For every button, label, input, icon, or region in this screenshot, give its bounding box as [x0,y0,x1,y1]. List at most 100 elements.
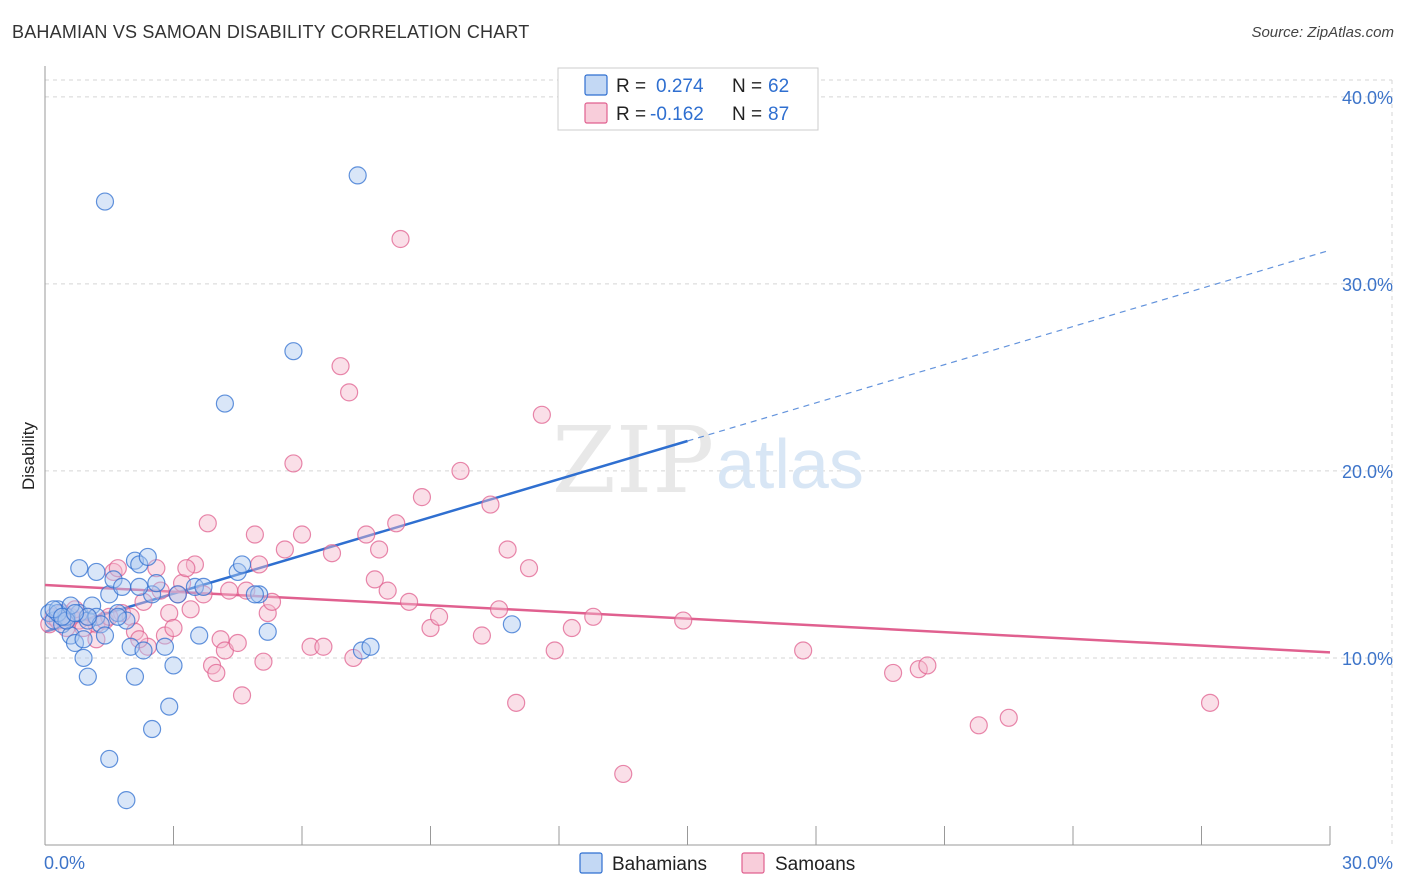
point-bahamian [215,394,234,413]
point-bahamian [65,603,85,623]
watermark-zip: ZIP [552,407,714,514]
point-samoan [794,641,813,660]
point-bahamian [361,637,380,656]
legend-swatch-bahamians [584,74,608,96]
point-bahamian [74,648,93,668]
point-bahamian [138,547,157,567]
point-bahamian [112,577,132,596]
point-samoan [498,540,517,559]
legend-swatch-samoans [584,102,608,124]
y-tick-label: 20.0% [1342,462,1393,482]
bottom-legend: Bahamians Samoans [579,852,855,875]
legend-r-value: -0.162 [650,104,704,125]
point-samoan [545,641,564,660]
bottom-legend-swatch-samoans [741,852,765,874]
y-tick-label: 40.0% [1342,88,1393,108]
point-samoan [357,525,376,544]
legend-r-value: 0.274 [656,76,704,97]
point-bahamian [168,585,187,604]
point-samoan [220,581,239,600]
point-bahamian [232,555,252,574]
point-samoan [232,686,252,705]
point-samoan [275,540,294,559]
point-bahamian [87,562,106,582]
point-bahamian [142,719,162,739]
point-bahamian [134,641,153,660]
point-samoan [918,656,937,675]
point-bahamian [125,667,145,686]
point-bahamian [70,559,89,578]
point-samoan [472,626,491,645]
chart-title: BAHAMIAN VS SAMOAN DISABILITY CORRELATIO… [12,22,530,42]
point-samoan [301,637,320,656]
point-samoan [340,383,359,402]
point-bahamian [117,791,136,810]
point-samoan [160,603,179,623]
axes: Disability 10.0% 20.0% 30.0% 40.0% 0.0% 30.0% [19,66,1393,873]
point-bahamian [190,626,209,645]
point-samoan [258,603,277,623]
bottom-legend-label-samoans: Samoans [775,854,855,875]
point-samoan [211,630,230,649]
point-bahamian [194,577,213,596]
y-axis-title: Disability [19,421,38,490]
point-samoan [177,559,196,578]
point-bahamian [83,596,102,615]
point-bahamian [78,667,97,686]
point-bahamian [95,626,115,645]
point-bahamian [164,656,183,675]
point-samoan [181,600,200,619]
point-bahamian [108,607,127,626]
point-bahamian [502,615,521,634]
point-bahamian [147,574,166,593]
bottom-legend-swatch-bahamians [579,852,603,874]
watermark-atlas: atlas [716,425,864,503]
point-samoan [519,559,539,578]
point-samoan [331,357,350,376]
trend-line-samoans [44,583,1331,654]
point-samoan [451,461,470,481]
x-tick-label: 0.0% [44,853,85,873]
point-samoan [254,652,273,671]
point-samoan [292,525,312,544]
legend-r-label: R = [616,76,646,97]
source-credit: Source: ZipAtlas.com [1251,24,1394,41]
point-samoan [412,488,432,507]
point-samoan [674,611,693,630]
point-samoan [250,555,269,574]
point-samoan [314,637,333,656]
point-samoan [207,663,226,683]
point-samoan [228,633,247,653]
y-tick-label: 30.0% [1342,275,1393,295]
point-bahamian [160,697,179,716]
point-samoan [365,570,384,589]
point-bahamian [74,630,93,649]
point-samoan [198,514,217,533]
trend-line-bahamians-projection [687,249,1331,442]
legend-n-value: 87 [768,104,789,125]
point-samoan [883,663,903,683]
y-tick-label: 10.0% [1342,649,1393,669]
point-samoan [391,229,410,249]
bottom-legend-label-bahamians: Bahamians [612,854,707,875]
point-bahamian [348,166,367,185]
point-bahamian [100,749,119,769]
point-samoan [481,495,500,514]
point-samoan [614,764,633,784]
point-bahamian [130,577,149,596]
point-samoan [399,592,419,611]
point-bahamian [284,342,303,361]
point-bahamian [155,637,175,656]
point-samoan [1200,693,1220,712]
point-samoan [532,405,551,424]
point-samoan [164,618,183,638]
point-samoan [322,544,342,563]
point-bahamian [95,192,115,211]
legend-r-label: R = [616,104,646,125]
point-samoan [284,454,303,473]
point-samoan [507,693,526,712]
legend-n-value: 62 [768,76,789,97]
point-bahamian [250,585,269,604]
point-samoan [378,581,397,600]
